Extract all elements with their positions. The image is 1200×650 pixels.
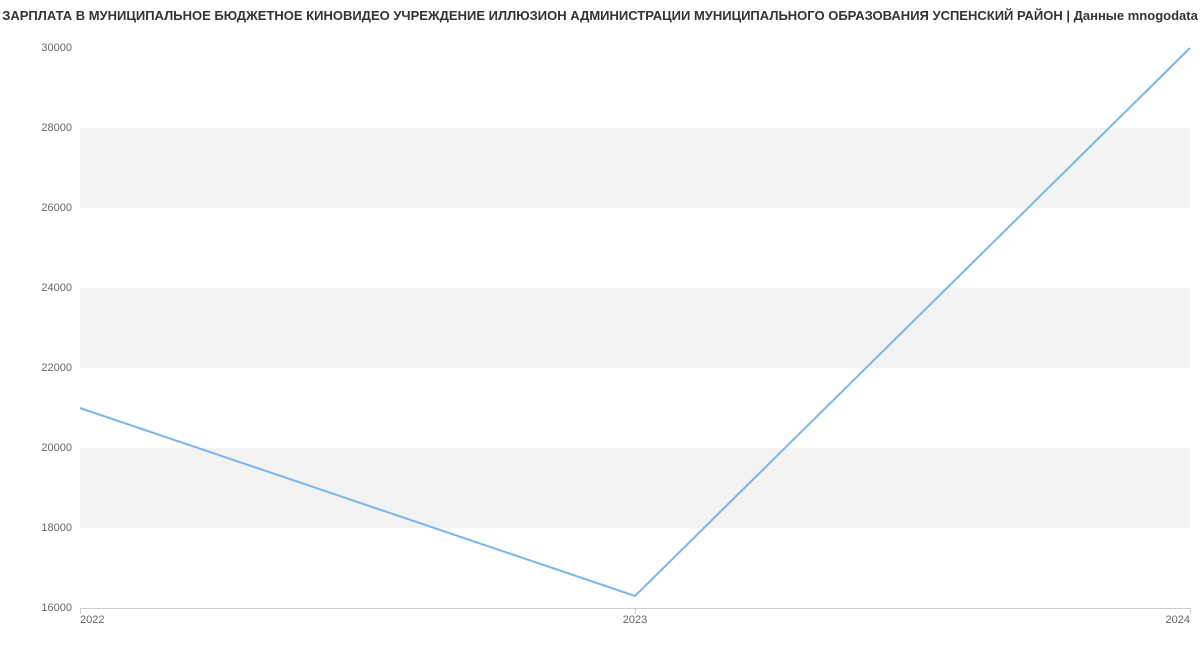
y-tick-label: 20000 bbox=[41, 442, 72, 454]
data-line bbox=[80, 48, 1190, 608]
x-tick-mark bbox=[1190, 608, 1191, 614]
y-tick-label: 24000 bbox=[41, 282, 72, 294]
x-tick-label: 2024 bbox=[1166, 614, 1190, 626]
y-tick-label: 30000 bbox=[41, 42, 72, 54]
salary-line-chart: ЗАРПЛАТА В МУНИЦИПАЛЬНОЕ БЮДЖЕТНОЕ КИНОВ… bbox=[0, 0, 1200, 650]
y-tick-label: 22000 bbox=[41, 362, 72, 374]
y-tick-label: 18000 bbox=[41, 522, 72, 534]
plot-area: 1600018000200002200024000260002800030000… bbox=[80, 48, 1190, 608]
chart-title: ЗАРПЛАТА В МУНИЦИПАЛЬНОЕ БЮДЖЕТНОЕ КИНОВ… bbox=[0, 8, 1200, 23]
x-tick-label: 2023 bbox=[623, 614, 647, 626]
y-tick-label: 28000 bbox=[41, 122, 72, 134]
y-tick-label: 16000 bbox=[41, 602, 72, 614]
x-tick-label: 2022 bbox=[80, 614, 104, 626]
y-tick-label: 26000 bbox=[41, 202, 72, 214]
